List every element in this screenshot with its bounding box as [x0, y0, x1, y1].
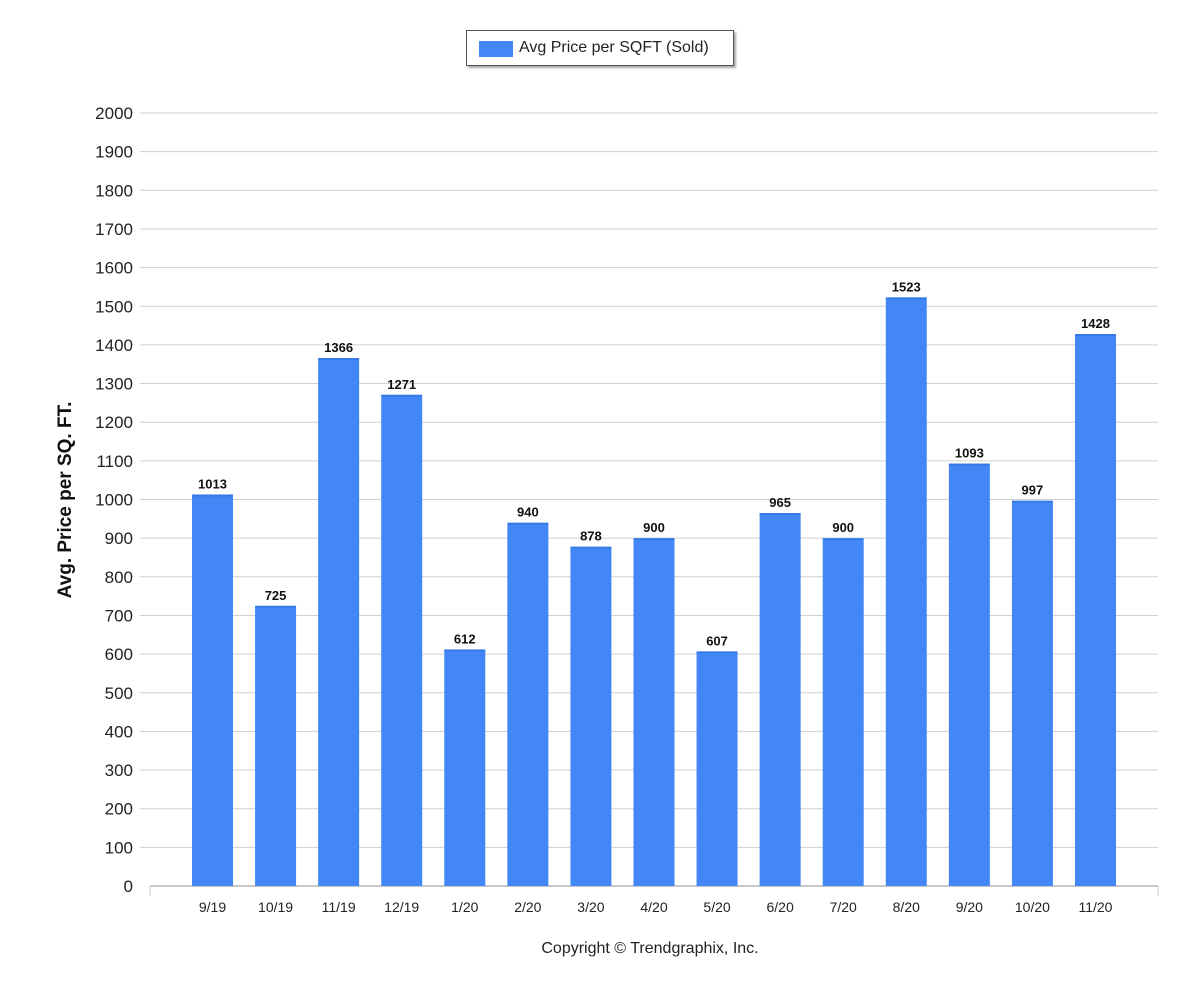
- y-tick-label: 400: [105, 722, 133, 741]
- data-labels: 1013 725 1366 1271 612 940 878 900 607 965 900 1523…: [198, 279, 1110, 648]
- bar-top-edge: [633, 538, 675, 541]
- bar: [507, 522, 549, 886]
- x-tick-label: 2/20: [514, 899, 541, 915]
- y-tick-label: 1600: [95, 259, 133, 278]
- data-label: 997: [1022, 483, 1044, 498]
- data-label: 612: [454, 631, 476, 646]
- bar: [192, 494, 233, 886]
- bar-top-edge: [885, 297, 927, 300]
- x-tick-label: 3/20: [577, 899, 604, 915]
- bar: [885, 297, 927, 887]
- x-tick-label: 1/20: [451, 899, 478, 915]
- bar-top-edge: [822, 538, 864, 541]
- y-tick-label: 600: [105, 645, 133, 664]
- y-tick-label: 1200: [95, 413, 133, 432]
- data-label: 1013: [198, 476, 227, 491]
- bar: [381, 394, 423, 886]
- axes: [149, 885, 1159, 896]
- x-tick-label: 11/20: [1078, 899, 1112, 915]
- y-tick-label: 1900: [95, 143, 133, 162]
- y-tick-label: 1400: [95, 336, 133, 355]
- bar-top-edge: [948, 463, 990, 466]
- bar: [318, 358, 360, 886]
- data-label: 900: [832, 520, 854, 535]
- legend: Avg Price per SQFT (Sold): [466, 30, 734, 66]
- y-tick-label: 2000: [95, 104, 133, 123]
- y-tick-label: 300: [105, 761, 133, 780]
- data-label: 1366: [324, 340, 353, 355]
- x-tick-label: 6/20: [767, 899, 794, 915]
- y-tick-label: 1800: [95, 181, 133, 200]
- copyright-text: Copyright © Trendgraphix, Inc.: [541, 940, 759, 957]
- y-tick-label: 700: [105, 606, 133, 625]
- data-label: 965: [769, 495, 791, 510]
- x-tick-label: 7/20: [830, 899, 857, 915]
- data-label: 725: [265, 588, 287, 603]
- x-tick-label: 5/20: [703, 899, 730, 915]
- y-tick-label: 1100: [96, 452, 133, 471]
- y-tick-label: 1000: [95, 491, 133, 510]
- x-tick-label: 10/19: [258, 899, 293, 915]
- bar-top-edge: [570, 546, 612, 549]
- y-tick-label: 100: [105, 838, 133, 857]
- bar-top-edge: [507, 522, 549, 525]
- bar-top-edge: [759, 513, 801, 516]
- legend-label: Avg Price per SQFT (Sold): [519, 39, 709, 56]
- bars: [192, 297, 1116, 887]
- bar-top-edge: [696, 651, 738, 654]
- bar-top-edge: [318, 358, 360, 361]
- y-tick-label: 1300: [95, 375, 133, 394]
- data-label: 607: [706, 633, 728, 648]
- bar: [1074, 334, 1116, 886]
- x-tick-label: 9/20: [956, 899, 983, 915]
- bar: [948, 463, 990, 886]
- y-tick-label: 1700: [95, 220, 133, 239]
- data-label: 900: [643, 520, 665, 535]
- y-tick-label: 200: [105, 800, 133, 819]
- data-label: 878: [580, 529, 602, 544]
- bar-top-edge: [1074, 334, 1116, 337]
- y-tick-labels: 0 100 200 300 400 500 600 700 800 900 1000 1100 1200…: [95, 104, 133, 896]
- bar-top-edge: [444, 649, 486, 652]
- x-tick-label: 8/20: [893, 899, 920, 915]
- bar: [570, 546, 612, 886]
- y-tick-label: 0: [124, 877, 133, 896]
- y-tick-label: 500: [105, 684, 133, 703]
- data-label: 1428: [1081, 316, 1110, 331]
- bar-top-edge: [192, 494, 233, 497]
- x-tick-label: 12/19: [384, 899, 419, 915]
- x-tick-label: 10/20: [1015, 899, 1050, 915]
- bar: [255, 605, 297, 886]
- bar: [759, 513, 801, 886]
- bar: [1011, 500, 1053, 886]
- y-tick-label: 800: [105, 568, 133, 587]
- bar: [696, 651, 738, 886]
- bar-top-edge: [381, 394, 423, 397]
- bar: [822, 538, 864, 886]
- bar-top-edge: [1011, 500, 1053, 503]
- y-axis-title: Avg. Price per SQ. FT.: [55, 401, 76, 599]
- x-tick-label: 4/20: [640, 899, 667, 915]
- data-label: 1523: [892, 279, 921, 294]
- legend-swatch: [479, 41, 513, 57]
- y-tick-label: 900: [105, 529, 133, 548]
- data-label: 940: [517, 505, 539, 520]
- x-tick-label: 9/19: [199, 899, 226, 915]
- y-tick-label: 1500: [95, 297, 133, 316]
- bar: [444, 649, 486, 886]
- data-label: 1093: [955, 446, 984, 461]
- data-label: 1271: [387, 377, 416, 392]
- x-tick-labels: 9/19 10/19 11/19 12/19 1/20 2/20 3/20 4/20 5/20 6…: [199, 899, 1113, 915]
- bar: [633, 538, 675, 886]
- bar-top-edge: [255, 605, 297, 608]
- x-tick-label: 11/19: [322, 899, 356, 915]
